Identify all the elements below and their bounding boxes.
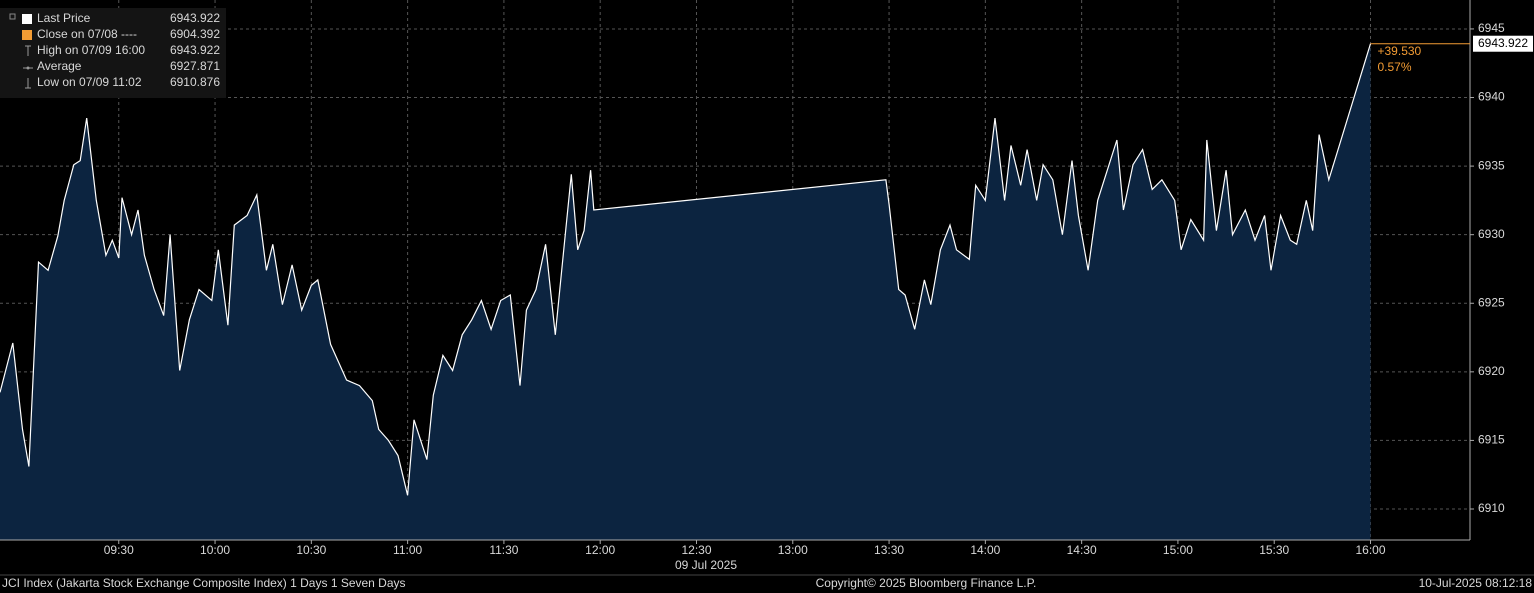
y-tick-label: 6935 [1478, 158, 1505, 172]
last-price-tag [1473, 35, 1533, 52]
legend-label: Low on 07/09 11:02 [37, 75, 142, 89]
legend-label: Last Price [37, 11, 91, 25]
x-tick-label: 15:30 [1259, 543, 1289, 557]
legend-label: High on 07/09 16:00 [37, 43, 145, 57]
x-tick-label: 15:00 [1163, 543, 1193, 557]
y-tick-label: 6910 [1478, 501, 1505, 515]
plot [0, 43, 1372, 540]
x-tick-label: 13:30 [874, 543, 904, 557]
footer-center: Copyright© 2025 Bloomberg Finance L.P. [816, 576, 1037, 590]
legend: Last Price 6943.922 Close on 07/08 ---- 690… [0, 8, 226, 98]
change-label: +39.530 [1378, 44, 1422, 58]
price-line [0, 43, 1372, 496]
legend-toggle[interactable] [9, 13, 16, 20]
legend-value: 6943.922 [170, 43, 220, 57]
x-tick-label: 12:00 [585, 543, 615, 557]
legend-value: 6943.922 [170, 11, 220, 25]
y-tick-label: 6925 [1478, 295, 1505, 309]
legend-swatch [22, 30, 32, 40]
legend-value: 6910.876 [170, 75, 220, 89]
x-tick-label: 13:00 [778, 543, 808, 557]
x-tick-label: 10:00 [200, 543, 230, 557]
legend-label: Close on 07/08 ---- [37, 27, 137, 41]
x-tick-label: 14:30 [1067, 543, 1097, 557]
y-tick-label: 6915 [1478, 433, 1505, 447]
y-tick-label: 6930 [1478, 227, 1505, 241]
legend-swatch [22, 14, 32, 24]
legend-glyph [26, 66, 30, 70]
y-tick-label: 6920 [1478, 364, 1505, 378]
last-price-label: 6943.922 [1478, 36, 1528, 50]
x-tick-label: 14:00 [970, 543, 1000, 557]
area [0, 43, 1371, 540]
legend-label: Average [37, 59, 82, 73]
footer-right: 10-Jul-2025 08:12:18 [1419, 576, 1533, 590]
y-tick-label: 6940 [1478, 90, 1505, 104]
x-tick-label: 09:30 [104, 543, 134, 557]
x-tick-label: 12:30 [681, 543, 711, 557]
legend-box [0, 8, 226, 98]
x-tick-label: 16:00 [1355, 543, 1385, 557]
x-tick-label: 11:30 [489, 543, 518, 557]
legend-value: 6927.871 [170, 59, 220, 73]
x-axis-label: 09 Jul 2025 [675, 558, 737, 572]
x-tick-label: 10:30 [296, 543, 326, 557]
legend-value: 6904.392 [170, 27, 220, 41]
footer-left: JCI Index (Jakarta Stock Exchange Compos… [2, 576, 406, 590]
x-tick-label: 11:00 [393, 543, 422, 557]
change-pct-label: 0.57% [1378, 60, 1412, 74]
y-tick-label: 6945 [1478, 21, 1505, 35]
